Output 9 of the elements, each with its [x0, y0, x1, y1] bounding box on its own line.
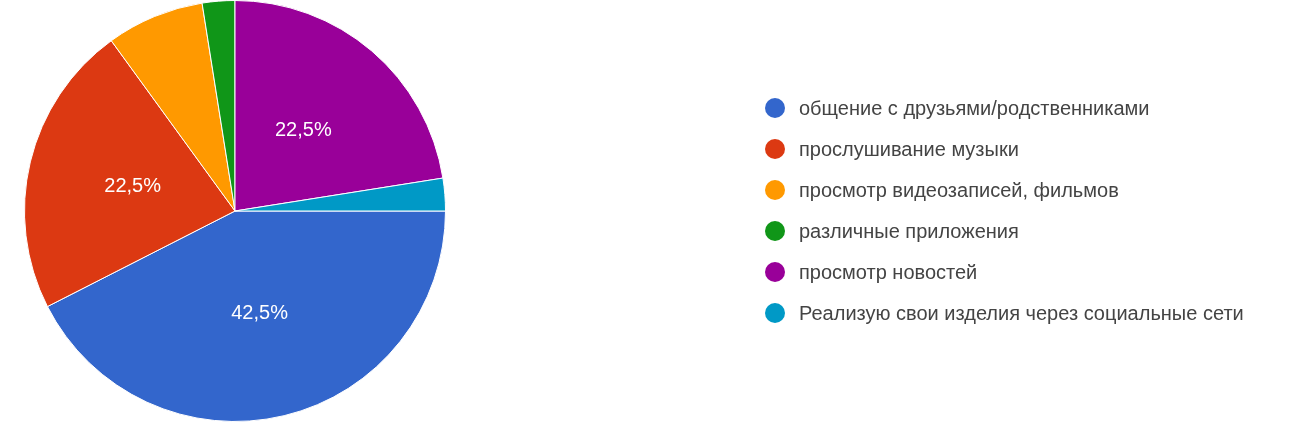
legend-label: прослушивание музыки: [799, 137, 1019, 162]
legend-label: просмотр видеозаписей, фильмов: [799, 178, 1119, 203]
legend-label: Реализую свои изделия через социальные сети: [799, 301, 1244, 326]
legend-label: общение с друзьями/родственниками: [799, 96, 1150, 121]
data-label: 22,5%: [104, 173, 162, 196]
legend-label: различные приложения: [799, 219, 1019, 244]
data-label: 22,5%: [275, 118, 332, 141]
legend-label: просмотр новостей: [799, 260, 978, 285]
data-label: 42,5%: [231, 300, 289, 323]
